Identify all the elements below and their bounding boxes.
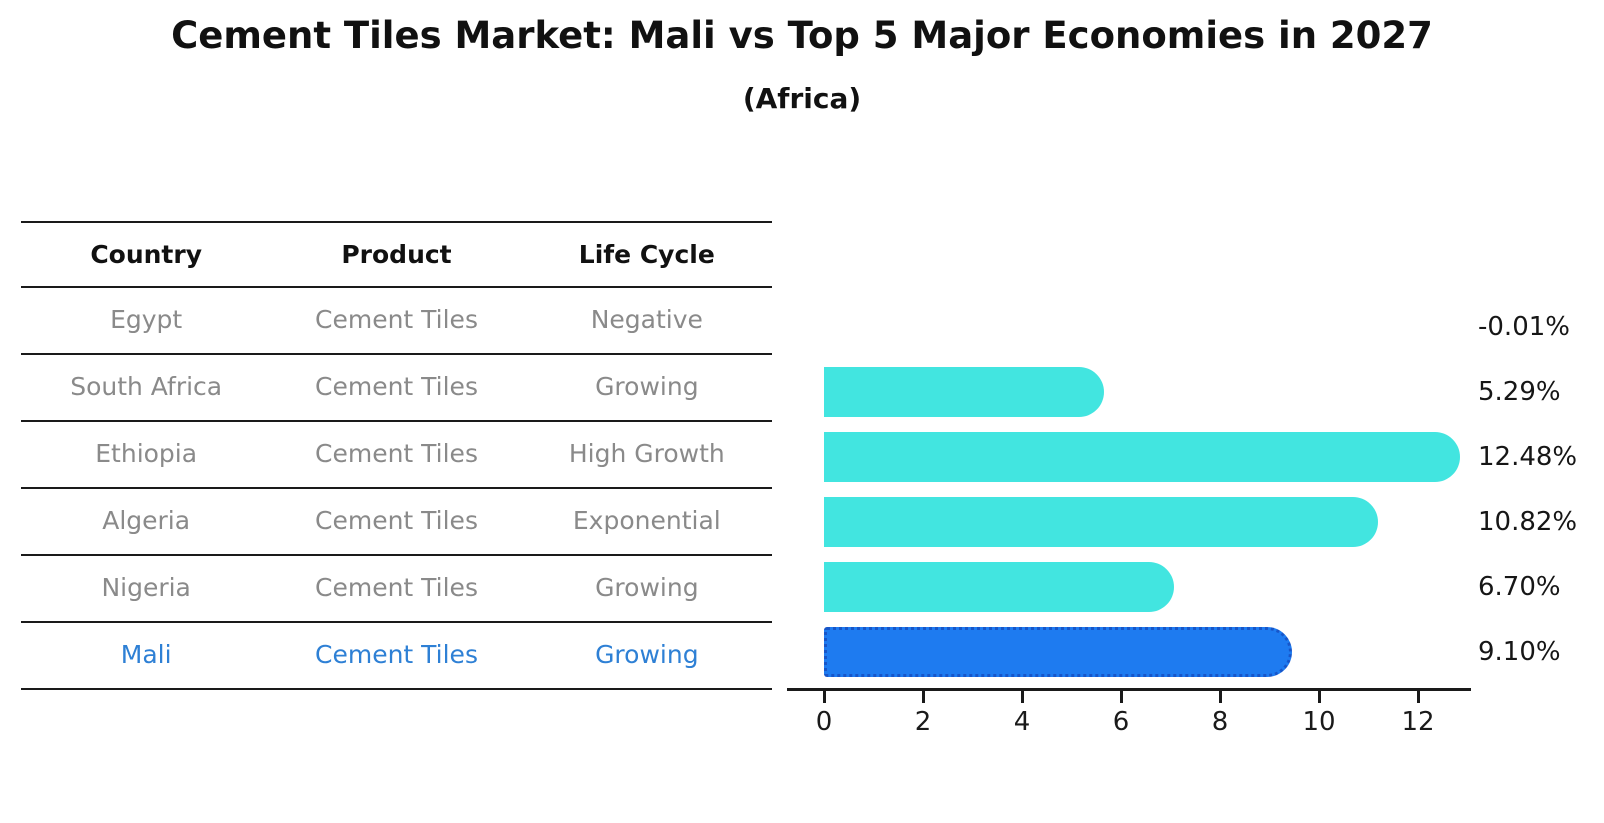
x-axis-tick [1317, 691, 1321, 703]
bar-nigeria [824, 562, 1174, 612]
cell-life_cycle: Growing [595, 372, 699, 401]
column-header-life_cycle: Life Cycle [578, 240, 715, 269]
country-table: Country Product Life Cycle Egypt Cement Tile… [21, 221, 772, 690]
x-axis-tick [1119, 691, 1123, 703]
column-header-country: Country [90, 240, 203, 269]
value-label-mali: 9.10% [1478, 637, 1561, 667]
table-row-nigeria: Nigeria Cement Tiles Growing [21, 556, 772, 623]
table-row-algeria: Algeria Cement Tiles Exponential [21, 489, 772, 556]
value-label-south-africa: 5.29% [1478, 377, 1561, 407]
x-axis-tick-label: 4 [1013, 707, 1031, 737]
cell-product: Cement Tiles [315, 573, 478, 602]
chart-subtitle: (Africa) [742, 82, 862, 115]
value-label-algeria: 10.82% [1478, 507, 1578, 537]
cell-life_cycle: Growing [595, 640, 699, 669]
x-axis-tick-label: 2 [914, 707, 932, 737]
cell-country: South Africa [70, 372, 223, 401]
x-axis-tick [1218, 691, 1222, 703]
bar-algeria [824, 497, 1378, 547]
bar-south-africa [824, 367, 1104, 417]
x-axis-tick [1020, 691, 1024, 703]
column-header-product: Product [341, 240, 452, 269]
value-label-egypt: -0.01% [1478, 312, 1570, 342]
x-axis-tick-label: 12 [1401, 707, 1435, 737]
cell-product: Cement Tiles [315, 640, 478, 669]
table-row-ethiopia: Ethiopia Cement Tiles High Growth [21, 422, 772, 489]
chart-title: Cement Tiles Market: Mali vs Top 5 Major… [171, 14, 1433, 57]
x-axis-tick-label: 10 [1302, 707, 1336, 737]
cell-life_cycle: Negative [590, 305, 703, 334]
bar-ethiopia [824, 432, 1460, 482]
cell-country: Mali [120, 640, 172, 669]
x-axis-tick [921, 691, 925, 703]
cell-product: Cement Tiles [315, 305, 478, 334]
table-row-mali: Mali Cement Tiles Growing [21, 623, 772, 690]
value-label-ethiopia: 12.48% [1478, 442, 1578, 472]
cell-country: Egypt [110, 305, 183, 334]
cell-product: Cement Tiles [315, 439, 478, 468]
cell-life_cycle: Exponential [572, 506, 721, 535]
cell-country: Nigeria [101, 573, 191, 602]
cell-product: Cement Tiles [315, 372, 478, 401]
x-axis-line [787, 688, 1471, 691]
cell-country: Ethiopia [95, 439, 198, 468]
x-axis-tick-label: 0 [815, 707, 833, 737]
cell-life_cycle: Growing [595, 573, 699, 602]
cell-life_cycle: High Growth [568, 439, 725, 468]
x-axis-tick-label: 6 [1112, 707, 1130, 737]
x-axis-tick [1416, 691, 1420, 703]
value-label-nigeria: 6.70% [1478, 572, 1561, 602]
table-row-egypt: Egypt Cement Tiles Negative [21, 288, 772, 355]
bar-mali [824, 627, 1292, 677]
cell-product: Cement Tiles [315, 506, 478, 535]
cell-country: Algeria [102, 506, 191, 535]
table-header-row: Country Product Life Cycle [21, 221, 772, 288]
table-row-south-africa: South Africa Cement Tiles Growing [21, 355, 772, 422]
x-axis-tick-label: 8 [1211, 707, 1229, 737]
x-axis-tick [822, 691, 826, 703]
